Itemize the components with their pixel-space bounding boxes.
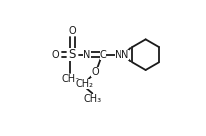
Text: CH₂: CH₂ <box>75 79 93 89</box>
Text: C: C <box>100 50 106 60</box>
Text: CH₃: CH₃ <box>61 74 80 84</box>
Text: N: N <box>121 50 129 60</box>
Text: S: S <box>69 48 76 61</box>
Text: O: O <box>91 67 99 77</box>
Text: N: N <box>83 50 91 60</box>
Text: CH₃: CH₃ <box>83 94 101 104</box>
Text: N: N <box>115 50 123 60</box>
Text: O: O <box>69 26 76 36</box>
Text: O: O <box>51 50 59 60</box>
